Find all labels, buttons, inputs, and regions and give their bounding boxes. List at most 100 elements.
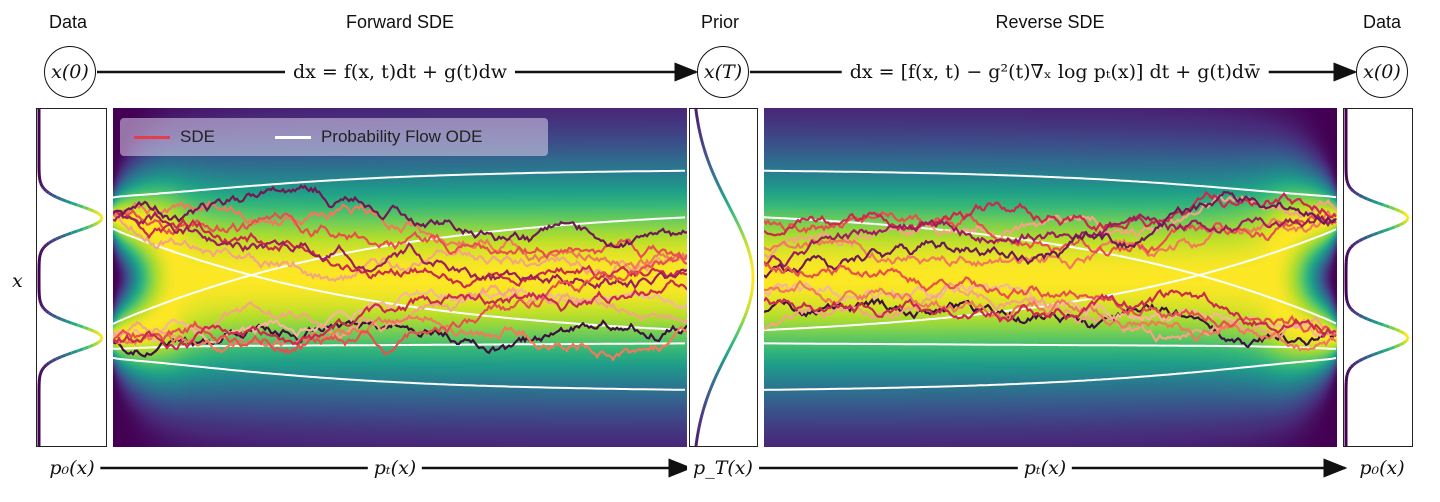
density-curve-segment — [1366, 197, 1373, 203]
density-curve-segment — [40, 304, 44, 308]
density-curve-segment — [730, 342, 734, 346]
density-curve-segment — [736, 330, 740, 334]
density-curve-segment — [709, 384, 714, 388]
reverse-sde-equation: dx = [f(x, t) − g²(t)∇ₓ log pₜ(x)] dt + … — [841, 61, 1269, 83]
density-curve-segment — [740, 232, 745, 236]
density-curve-segment — [39, 250, 43, 254]
density-curve-segment — [1350, 243, 1355, 249]
density-curve-segment — [717, 184, 721, 188]
density-curve-segment — [1383, 347, 1390, 353]
sde-trajectory — [764, 190, 1337, 279]
density-curve-segment — [88, 223, 95, 229]
density-curve-segment — [99, 334, 104, 338]
ode-trajectory — [113, 356, 685, 391]
density-curve-segment — [746, 304, 751, 308]
density-curve-segment — [1394, 343, 1401, 349]
density-curve-segment — [733, 336, 737, 340]
density-curve-segment — [732, 214, 736, 218]
density-curve-segment — [742, 236, 747, 240]
density-curve-segment — [725, 352, 729, 356]
density-curve-segment — [60, 353, 67, 359]
density-curve-segment — [1362, 235, 1368, 241]
density-curve-segment — [738, 226, 742, 230]
density-curve-segment — [48, 359, 53, 365]
density-curve-segment — [1388, 205, 1396, 211]
density-curve-segment — [711, 172, 716, 176]
density-curve-segment — [1352, 309, 1357, 315]
density-curve-segment — [38, 252, 43, 256]
density-curve-segment — [714, 374, 718, 378]
density-curve-segment — [738, 324, 743, 328]
density-curve-segment — [733, 216, 737, 220]
density-curve-segment — [99, 338, 104, 342]
density-curve-segment — [1350, 363, 1355, 369]
sde-trajectory — [764, 289, 1337, 339]
pt-forward-label: pₜ(x) — [367, 457, 423, 479]
density-curve-segment — [51, 313, 57, 319]
density-curve-segment — [60, 317, 67, 323]
density-curve-segment — [738, 228, 743, 232]
density-curve-segment — [1377, 201, 1385, 207]
density-curve-segment — [65, 351, 72, 357]
ode-legend-label: Probability Flow ODE — [320, 127, 483, 146]
density-curve-segment — [744, 310, 749, 314]
density-curve-segment — [1388, 225, 1396, 231]
density-curve-segment — [1383, 323, 1390, 329]
density-curve-segment — [724, 198, 728, 202]
density-curve-segment — [747, 302, 751, 306]
ode-trajectory — [113, 169, 685, 199]
density-curve-segment — [1352, 189, 1357, 195]
density-curve-segment — [704, 152, 708, 156]
density-curve-segment — [96, 339, 102, 345]
forward-heatmap — [113, 108, 687, 447]
density-curve-segment — [731, 340, 735, 344]
density-curve-segment — [41, 366, 46, 370]
density-curve-segment — [706, 392, 711, 396]
sde-trajectory — [113, 279, 687, 351]
density-curve-segment — [1345, 300, 1350, 304]
density-curve-segment — [1346, 370, 1350, 374]
density-curve-segment — [99, 218, 104, 222]
density-curve-segment — [701, 144, 706, 148]
reverse-sde-title: Reverse SDE — [995, 12, 1105, 32]
node-x0-right: x(0) — [1356, 46, 1408, 98]
density-curve-segment — [704, 400, 708, 404]
density-curve-segment — [732, 338, 736, 342]
density-curve-segment — [737, 224, 741, 228]
density-curve-segment — [1371, 199, 1379, 205]
density-curve-segment — [40, 248, 44, 252]
density-curve-segment — [721, 194, 726, 198]
density-curve-segment — [1388, 345, 1396, 351]
density-curve-segment — [700, 412, 704, 416]
sde-trajectory — [113, 255, 687, 356]
density-curve-segment — [45, 361, 50, 367]
density-curve-segment — [65, 319, 72, 325]
density-curve-segment — [704, 398, 709, 402]
density-curve-segment — [708, 388, 712, 392]
density-curve-segment — [727, 348, 731, 352]
density-curve-segment — [717, 368, 721, 372]
density-curve-segment — [92, 329, 99, 335]
density-curve-segment — [1388, 325, 1396, 331]
density-curve-segment — [88, 343, 95, 349]
density-curve-segment — [1348, 186, 1353, 190]
density-curve-segment — [1348, 306, 1353, 310]
ode-trajectory — [764, 169, 1337, 199]
density-curve-segment — [741, 318, 746, 322]
density-curve-segment — [92, 209, 99, 215]
density-curve-segment — [722, 196, 727, 200]
density-curve-segment — [739, 322, 744, 326]
density-curve-segment — [1377, 349, 1385, 355]
sde-legend-label: SDE — [180, 127, 215, 146]
density-curve-segment — [707, 162, 712, 166]
density-curve-segment — [706, 160, 711, 164]
density-curve-segment — [1352, 241, 1357, 247]
density-curve-segment — [1346, 302, 1350, 306]
density-curve-segment — [1358, 357, 1364, 363]
density-curve-segment — [1345, 180, 1350, 184]
density-curve-segment — [51, 237, 57, 243]
density-curve-segment — [1366, 317, 1373, 323]
ode-trajectory — [764, 357, 1337, 391]
data-density-right — [1343, 108, 1413, 447]
density-curve-segment — [96, 211, 102, 217]
